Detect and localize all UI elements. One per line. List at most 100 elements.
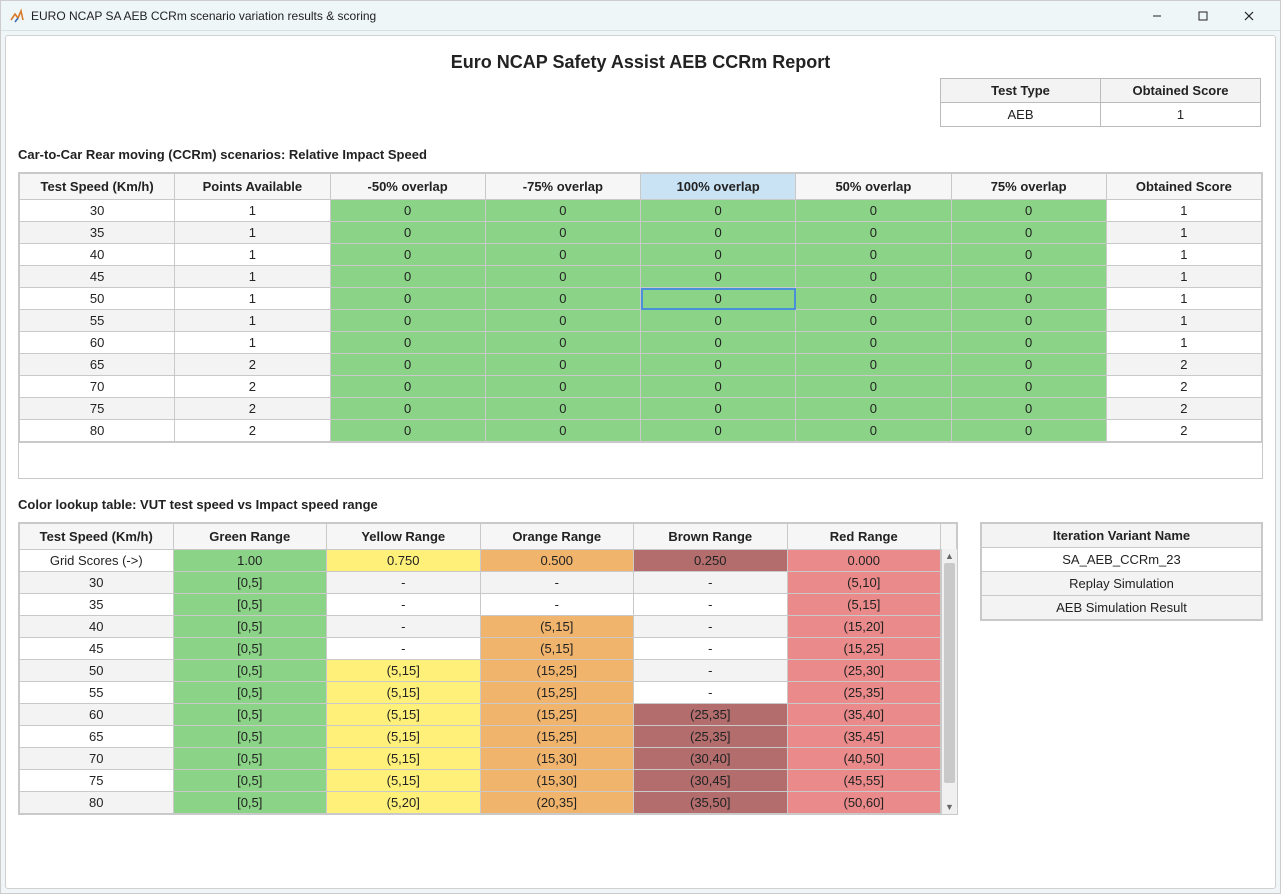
results-cell[interactable]: 45 <box>20 266 175 288</box>
results-cell[interactable]: 0 <box>641 376 796 398</box>
scroll-down-icon[interactable]: ▼ <box>942 800 957 814</box>
results-cell[interactable]: 0 <box>641 398 796 420</box>
results-cell[interactable]: 1 <box>1106 222 1261 244</box>
lookup-cell[interactable]: - <box>327 594 481 616</box>
lookup-scrollbar[interactable]: ▲ ▼ <box>941 549 957 814</box>
lookup-cell[interactable]: (15,25] <box>480 660 634 682</box>
lookup-cell[interactable]: (25,35] <box>787 682 941 704</box>
lookup-cell[interactable]: 40 <box>20 616 174 638</box>
results-cell[interactable]: 2 <box>175 420 330 442</box>
lookup-cell[interactable]: 60 <box>20 704 174 726</box>
lookup-cell[interactable]: 0.250 <box>634 550 788 572</box>
lookup-cell[interactable]: (50,60] <box>787 792 941 814</box>
results-cell[interactable]: 0 <box>330 244 485 266</box>
lookup-cell[interactable]: 50 <box>20 660 174 682</box>
lookup-cell[interactable]: (30,45] <box>634 770 788 792</box>
results-col-header[interactable]: 75% overlap <box>951 174 1106 200</box>
results-cell[interactable]: 0 <box>641 354 796 376</box>
results-cell[interactable]: 1 <box>175 244 330 266</box>
lookup-cell[interactable]: [0,5] <box>173 792 327 814</box>
results-cell[interactable]: 70 <box>20 376 175 398</box>
lookup-cell[interactable]: - <box>634 572 788 594</box>
results-cell[interactable]: 0 <box>330 376 485 398</box>
results-cell[interactable]: 0 <box>641 244 796 266</box>
lookup-cell[interactable]: (5,15] <box>480 616 634 638</box>
lookup-cell[interactable]: [0,5] <box>173 704 327 726</box>
lookup-cell[interactable]: 35 <box>20 594 174 616</box>
lookup-cell[interactable]: (5,20] <box>327 792 481 814</box>
lookup-col-header[interactable]: Red Range <box>787 524 941 550</box>
lookup-cell[interactable]: - <box>634 682 788 704</box>
lookup-cell[interactable]: - <box>327 572 481 594</box>
results-cell[interactable]: 65 <box>20 354 175 376</box>
results-cell[interactable]: 0 <box>485 200 640 222</box>
lookup-cell[interactable]: [0,5] <box>173 770 327 792</box>
results-cell[interactable]: 0 <box>951 200 1106 222</box>
lookup-cell[interactable]: - <box>634 660 788 682</box>
lookup-cell[interactable]: Grid Scores (->) <box>20 550 174 572</box>
results-cell[interactable]: 0 <box>796 354 951 376</box>
lookup-col-header[interactable]: Yellow Range <box>327 524 481 550</box>
lookup-cell[interactable]: - <box>480 572 634 594</box>
lookup-cell[interactable]: (35,45] <box>787 726 941 748</box>
lookup-cell[interactable]: (25,35] <box>634 726 788 748</box>
lookup-cell[interactable]: (25,30] <box>787 660 941 682</box>
results-cell[interactable]: 1 <box>1106 332 1261 354</box>
results-cell[interactable]: 0 <box>951 222 1106 244</box>
lookup-cell[interactable]: (40,50] <box>787 748 941 770</box>
lookup-cell[interactable]: - <box>327 616 481 638</box>
results-cell[interactable]: 0 <box>485 266 640 288</box>
results-cell[interactable]: 0 <box>485 332 640 354</box>
lookup-cell[interactable]: (15,25] <box>480 704 634 726</box>
results-cell[interactable]: 0 <box>641 310 796 332</box>
results-cell[interactable]: 0 <box>951 332 1106 354</box>
results-cell[interactable]: 0 <box>951 244 1106 266</box>
lookup-cell[interactable]: (45,55] <box>787 770 941 792</box>
results-cell[interactable]: 55 <box>20 310 175 332</box>
results-cell[interactable]: 2 <box>1106 398 1261 420</box>
lookup-cell[interactable]: [0,5] <box>173 594 327 616</box>
results-cell[interactable]: 0 <box>485 420 640 442</box>
lookup-cell[interactable]: (5,15] <box>787 594 941 616</box>
lookup-cell[interactable]: [0,5] <box>173 616 327 638</box>
results-cell[interactable]: 0 <box>951 310 1106 332</box>
lookup-cell[interactable]: (5,15] <box>327 682 481 704</box>
results-cell[interactable]: 1 <box>175 310 330 332</box>
results-cell[interactable]: 0 <box>796 288 951 310</box>
results-cell[interactable]: 0 <box>951 376 1106 398</box>
lookup-cell[interactable]: 0.750 <box>327 550 481 572</box>
results-cell[interactable]: 35 <box>20 222 175 244</box>
lookup-cell[interactable]: (15,30] <box>480 748 634 770</box>
results-cell[interactable]: 0 <box>485 354 640 376</box>
lookup-cell[interactable]: 30 <box>20 572 174 594</box>
results-cell[interactable]: 2 <box>1106 376 1261 398</box>
results-col-header[interactable]: 50% overlap <box>796 174 951 200</box>
results-cell[interactable]: 0 <box>485 288 640 310</box>
results-cell[interactable]: 30 <box>20 200 175 222</box>
scroll-thumb[interactable] <box>944 563 955 783</box>
lookup-cell[interactable]: (20,35] <box>480 792 634 814</box>
results-cell[interactable]: 0 <box>796 310 951 332</box>
results-cell[interactable]: 0 <box>641 420 796 442</box>
aeb-result-button[interactable]: AEB Simulation Result <box>982 596 1262 620</box>
lookup-cell[interactable]: [0,5] <box>173 726 327 748</box>
lookup-cell[interactable]: 1.00 <box>173 550 327 572</box>
results-cell[interactable]: 80 <box>20 420 175 442</box>
lookup-cell[interactable]: (25,35] <box>634 704 788 726</box>
results-cell[interactable]: 2 <box>175 376 330 398</box>
results-cell[interactable]: 0 <box>641 200 796 222</box>
lookup-col-header[interactable]: Green Range <box>173 524 327 550</box>
results-cell[interactable]: 0 <box>951 288 1106 310</box>
lookup-cell[interactable]: - <box>634 594 788 616</box>
results-col-header[interactable]: Obtained Score <box>1106 174 1261 200</box>
lookup-cell[interactable]: (5,15] <box>327 704 481 726</box>
lookup-cell[interactable]: [0,5] <box>173 660 327 682</box>
results-cell[interactable]: 1 <box>175 200 330 222</box>
results-cell[interactable]: 0 <box>330 354 485 376</box>
results-cell[interactable]: 0 <box>796 332 951 354</box>
lookup-cell[interactable]: [0,5] <box>173 572 327 594</box>
lookup-cell[interactable]: (15,30] <box>480 770 634 792</box>
lookup-cell[interactable]: 45 <box>20 638 174 660</box>
results-cell[interactable]: 0 <box>330 200 485 222</box>
results-col-header[interactable]: Points Available <box>175 174 330 200</box>
